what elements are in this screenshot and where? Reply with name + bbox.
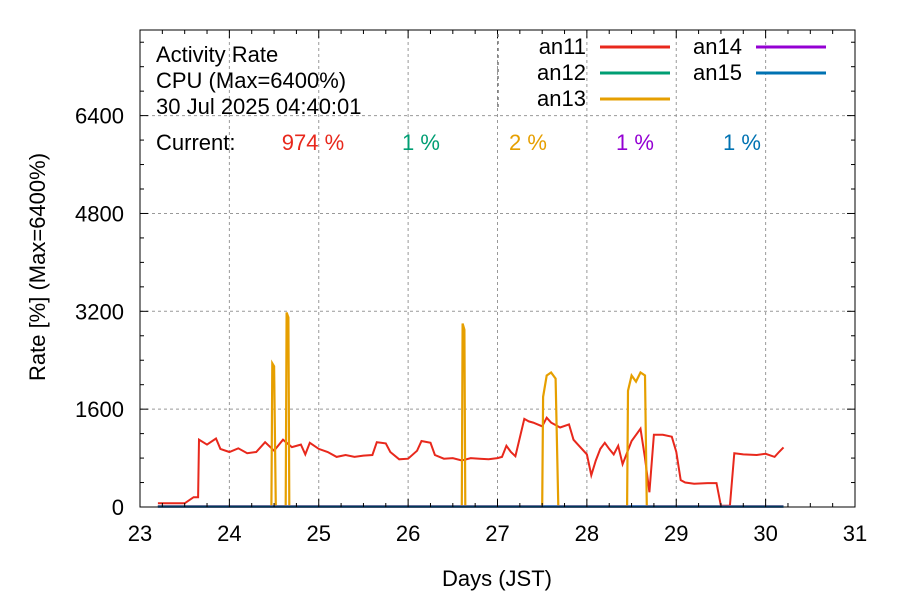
y-tick-label: 1600 — [75, 397, 124, 422]
x-tick-label: 25 — [307, 521, 331, 546]
x-axis-label: Days (JST) — [442, 566, 552, 591]
current-value-an13: 2 % — [509, 130, 547, 155]
x-tick-label: 31 — [843, 521, 867, 546]
x-tick-label: 29 — [664, 521, 688, 546]
legend-label-an13: an13 — [537, 86, 586, 111]
legend-label-an15: an15 — [693, 60, 742, 85]
legend-label-an11: an11 — [539, 34, 586, 59]
info-box: Activity Rate CPU (Max=6400%) 30 Jul 202… — [156, 42, 362, 155]
y-tick-label: 0 — [112, 495, 124, 520]
grid — [140, 30, 855, 507]
current-value-an14: 1 % — [616, 130, 654, 155]
chart-metric: CPU (Max=6400%) — [156, 68, 346, 93]
x-tick-label: 24 — [217, 521, 241, 546]
x-tick-label: 23 — [128, 521, 152, 546]
y-tick-label: 6400 — [75, 104, 124, 129]
current-values: 974 % 1 % 2 % 1 % 1 % — [282, 130, 761, 155]
legend-label-an14: an14 — [693, 34, 742, 59]
y-tick-label: 4800 — [75, 201, 124, 226]
x-tick-label: 28 — [575, 521, 599, 546]
x-tick-label: 26 — [396, 521, 420, 546]
current-value-an12: 1 % — [402, 130, 440, 155]
legend-label-an12: an12 — [537, 60, 586, 85]
x-tick-label: 27 — [485, 521, 509, 546]
chart-title: Activity Rate — [156, 42, 278, 67]
y-tick-label: 3200 — [75, 299, 124, 324]
series-line-an11 — [157, 415, 785, 507]
current-label: Current: — [156, 130, 235, 155]
x-tick-label: 30 — [753, 521, 777, 546]
chart-timestamp: 30 Jul 2025 04:40:01 — [156, 94, 362, 119]
axis-ticks: 23 24 25 26 27 28 29 30 31 0 1600 3200 4800 6400 — [75, 30, 867, 546]
current-value-an15: 1 % — [723, 130, 761, 155]
y-axis-label: Rate [%] (Max=6400%) — [25, 153, 50, 381]
current-value-an11: 974 % — [282, 130, 344, 155]
